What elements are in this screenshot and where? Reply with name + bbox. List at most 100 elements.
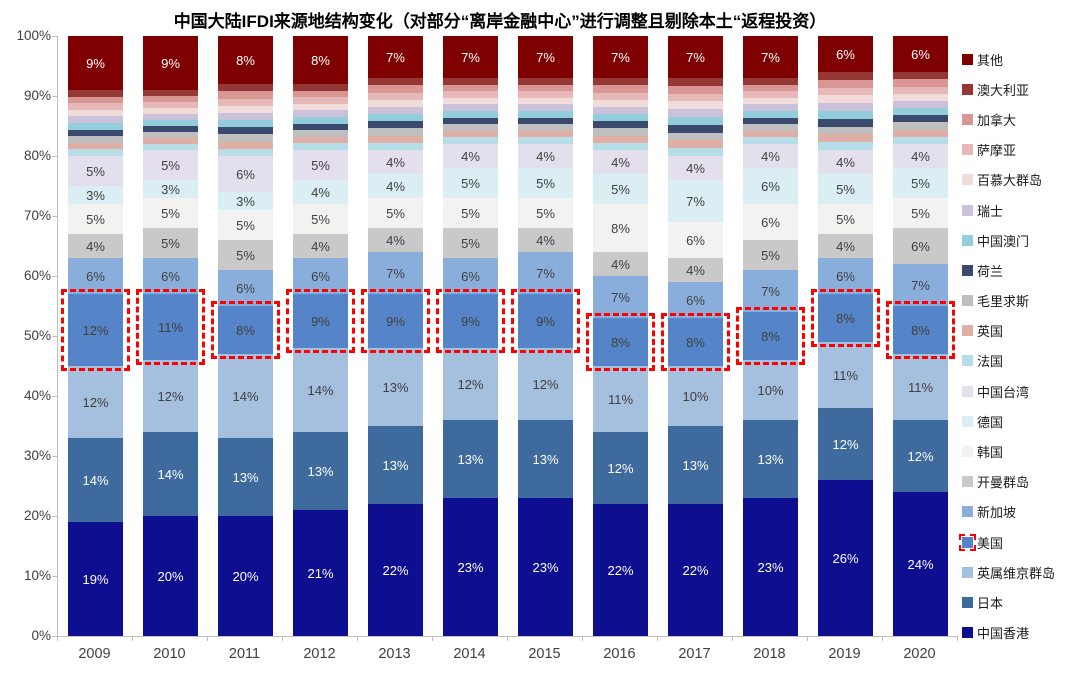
segment-value-label: 5%	[161, 205, 180, 221]
bar-segment: 6%	[818, 36, 873, 73]
segment-value-label: 6%	[836, 46, 855, 62]
bar-segment	[518, 104, 573, 112]
bar-segment: 3%	[68, 186, 123, 204]
segment-value-label: 7%	[761, 49, 780, 65]
bar-segment: 8%	[736, 307, 805, 365]
bar-segment: 4%	[668, 258, 723, 282]
bar-segment	[893, 136, 948, 144]
chart-title: 中国大陆IFDI来源地结构变化（对部分“离岸金融中心”进行调整且剔除本土“返程投…	[173, 12, 827, 31]
legend-swatch-icon	[962, 355, 973, 367]
legend-swatch-color	[962, 506, 973, 518]
bar-segment	[143, 96, 198, 102]
bar-2011: 20% 13% 14% 8% 6% 5% 5% 3% 6% 8%	[208, 36, 283, 636]
legend-swatch-color	[962, 415, 973, 427]
legend-swatch-color	[962, 596, 973, 608]
bar-segment	[893, 79, 948, 87]
segment-value-label: 5%	[311, 157, 330, 173]
bar-segment	[518, 91, 573, 98]
segment-value-label: 6%	[761, 178, 780, 194]
segment-value-label: 11%	[832, 367, 859, 383]
bar-segment	[218, 84, 273, 92]
segment-value-label: 8%	[686, 334, 705, 350]
segment-value-label: 13%	[757, 451, 784, 467]
bar-segment	[668, 101, 723, 110]
segment-value-label: 9%	[86, 55, 105, 71]
legend-item: 其他	[962, 44, 1080, 74]
bar-segment	[143, 120, 198, 126]
bar-segment	[143, 114, 198, 120]
legend-label: 澳大利亚	[977, 82, 1030, 98]
legend-item: 德国	[962, 406, 1080, 436]
segment-value-label: 5%	[611, 181, 630, 197]
bar-segment: 6%	[668, 282, 723, 318]
bar-segment: 11%	[593, 366, 648, 432]
bar-segment: 5%	[443, 198, 498, 228]
segment-value-label: 6%	[761, 214, 780, 230]
bar-segment	[668, 78, 723, 86]
bar-segment: 9%	[286, 289, 355, 353]
legend-item: 开曼群岛	[962, 467, 1080, 497]
legend-highlight-dashed-box	[959, 533, 976, 551]
segment-value-label: 22%	[607, 562, 634, 578]
x-axis-tick-mark	[432, 637, 433, 641]
segment-value-label: 13%	[382, 457, 409, 473]
bar-segment	[218, 141, 273, 149]
legend-swatch-icon	[962, 234, 973, 246]
bar-segment: 5%	[818, 204, 873, 234]
segment-value-label: 5%	[86, 211, 105, 227]
bar-segment	[218, 91, 273, 99]
bar-segment	[293, 143, 348, 150]
segment-value-label: 4%	[836, 154, 855, 170]
segment-value-label: 11%	[157, 319, 184, 335]
bar-segment: 7%	[593, 36, 648, 79]
bar-segment: 5%	[143, 150, 198, 180]
segment-value-label: 13%	[307, 463, 334, 479]
bar-segment: 19%	[68, 522, 123, 636]
bar-segment: 6%	[68, 258, 123, 294]
bar-segment	[143, 108, 198, 114]
bar-stack: 22% 13% 10% 8% 6% 4% 6% 7% 4% 7%	[661, 36, 730, 636]
segment-value-label: 4%	[911, 148, 930, 164]
bar-segment: 4%	[818, 234, 873, 258]
legend-item: 英属维京群岛	[962, 557, 1080, 587]
x-axis-tick-mark	[882, 637, 883, 641]
bar-segment: 13%	[743, 420, 798, 498]
segment-value-label: 6%	[911, 46, 930, 62]
segment-value-label: 4%	[686, 160, 705, 176]
segment-value-label: 6%	[86, 268, 105, 284]
bar-segment	[368, 114, 423, 122]
legend-swatch-icon	[962, 566, 973, 578]
bar-segment	[893, 115, 948, 123]
legend-label: 韩国	[977, 445, 1004, 461]
bar-segment	[143, 102, 198, 108]
x-axis-category-label: 2017	[678, 646, 711, 662]
bar-segment	[218, 98, 273, 106]
bar-segment: 8%	[293, 36, 348, 85]
legend-item: 新加坡	[962, 497, 1080, 527]
segment-value-label: 14%	[307, 382, 334, 398]
segment-value-label: 4%	[311, 184, 330, 200]
segment-value-label: 8%	[611, 334, 630, 350]
bar-segment: 4%	[368, 228, 423, 252]
bar-segment: 4%	[293, 180, 348, 204]
bar-segment	[818, 79, 873, 88]
bar-segment	[443, 130, 498, 138]
bar-segment: 21%	[293, 510, 348, 636]
bar-segment	[593, 142, 648, 150]
legend-swatch-color	[962, 264, 973, 276]
bar-segment: 9%	[68, 36, 123, 91]
bar-stack: 23% 13% 10% 8% 7% 5% 6% 6% 4% 7%	[736, 36, 805, 636]
bar-2015: 23% 13% 12% 9% 7% 4% 5% 5% 4% 7%	[508, 36, 583, 636]
bar-segment	[68, 136, 123, 143]
x-axis-tick-mark	[357, 637, 358, 641]
bar-segment: 23%	[443, 498, 498, 636]
bar-segment	[668, 124, 723, 133]
bar-segment	[368, 128, 423, 136]
segment-value-label: 5%	[161, 157, 180, 173]
legend-swatch-icon	[962, 325, 973, 337]
bar-segment	[743, 137, 798, 144]
bar-segment	[518, 84, 573, 92]
y-axis-tick-label: 90%	[23, 88, 51, 103]
bar-segment: 5%	[518, 198, 573, 228]
legend-swatch-color	[962, 325, 973, 337]
